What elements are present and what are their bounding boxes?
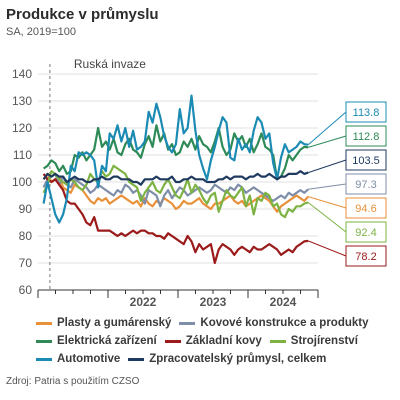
- end-label-leader: [308, 183, 347, 190]
- series-line: [42, 173, 309, 265]
- end-label-box: [345, 173, 387, 195]
- legend-swatch: [179, 321, 196, 325]
- legend-label: Elektrická zařízení: [57, 335, 157, 347]
- legend-row: Elektrická zařízení Základní kovy Strojíre…: [36, 332, 396, 350]
- legend-row: Plasty a gumárenský Kovové konstrukce a p…: [36, 314, 396, 332]
- source-note: Zdroj: Patria s použitím CZSO: [6, 376, 140, 387]
- y-tick-label: 140: [12, 67, 32, 81]
- end-value-label: 113.8: [353, 107, 380, 119]
- series-line: [42, 170, 309, 186]
- legend-label: Zpracovatelský průmysl, celkem: [149, 353, 327, 365]
- end-value-label: 94.6: [355, 203, 376, 215]
- legend-item: Strojírenství: [269, 335, 358, 347]
- legend-item: Zpracovatelský průmysl, celkem: [128, 353, 326, 365]
- x-year-label: 2022: [130, 295, 157, 309]
- y-tick-label: 80: [19, 229, 33, 243]
- legend-item: Elektrická zařízení: [36, 335, 157, 347]
- chart-subtitle: SA, 2019=100: [6, 26, 77, 38]
- legend-item: Základní kovy: [164, 335, 262, 347]
- end-label-box: [345, 149, 387, 171]
- legend-swatch: [36, 357, 52, 361]
- chart-legend: Plasty a gumárenský Kovové konstrukce a p…: [36, 314, 396, 368]
- legend-swatch: [164, 339, 181, 343]
- end-label-box: [345, 221, 387, 243]
- legend-item: Automotive: [36, 353, 120, 365]
- end-label-box: [345, 125, 387, 147]
- series-line: [42, 94, 309, 224]
- end-label-leader: [308, 240, 347, 257]
- end-label-leader: [308, 159, 347, 174]
- end-label-leader: [308, 135, 347, 148]
- y-tick-label: 60: [19, 283, 33, 297]
- end-label-box: [345, 101, 387, 123]
- end-value-label: 103.5: [352, 155, 380, 167]
- chart-title: Produkce v průmyslu: [6, 6, 159, 23]
- legend-swatch: [269, 339, 286, 343]
- legend-label: Kovové konstrukce a produkty: [200, 317, 369, 329]
- end-label-box: [345, 197, 387, 219]
- y-tick-label: 130: [12, 94, 32, 108]
- end-label-leader: [307, 111, 347, 146]
- end-label-leader: [307, 202, 347, 233]
- end-value-label: 112.8: [353, 131, 380, 143]
- legend-swatch: [128, 357, 145, 361]
- end-value-label: 97.3: [355, 179, 376, 191]
- legend-row: Automotive Zpracovatelský průmysl, celkem: [36, 350, 396, 368]
- y-tick-label: 90: [19, 202, 33, 216]
- legend-item: Kovové konstrukce a produkty: [179, 317, 369, 329]
- y-tick-label: 70: [19, 256, 33, 270]
- y-tick-label: 120: [12, 121, 32, 135]
- x-year-label: 2024: [270, 295, 297, 309]
- x-year-label: 2023: [200, 295, 227, 309]
- end-value-label: 92.4: [355, 227, 376, 239]
- legend-swatch: [36, 339, 52, 343]
- y-tick-label: 110: [13, 148, 32, 162]
- legend-swatch: [36, 321, 52, 325]
- legend-label: Základní kovy: [185, 335, 262, 347]
- y-tick-label: 100: [12, 175, 32, 189]
- series-line: [42, 124, 309, 181]
- legend-label: Automotive: [57, 353, 121, 365]
- legend-label: Strojírenství: [290, 335, 358, 347]
- end-value-label: 78.2: [355, 251, 376, 263]
- annotation-label: Ruská invaze: [74, 57, 146, 71]
- line-chart: 60 70 80 90 100 110 120 130 140 2022 2023 2024 Ruská…: [12, 57, 387, 309]
- end-label-leader: [308, 196, 347, 209]
- legend-item: Plasty a gumárenský: [36, 317, 171, 329]
- end-label-box: [345, 245, 387, 267]
- legend-label: Plasty a gumárenský: [57, 317, 172, 329]
